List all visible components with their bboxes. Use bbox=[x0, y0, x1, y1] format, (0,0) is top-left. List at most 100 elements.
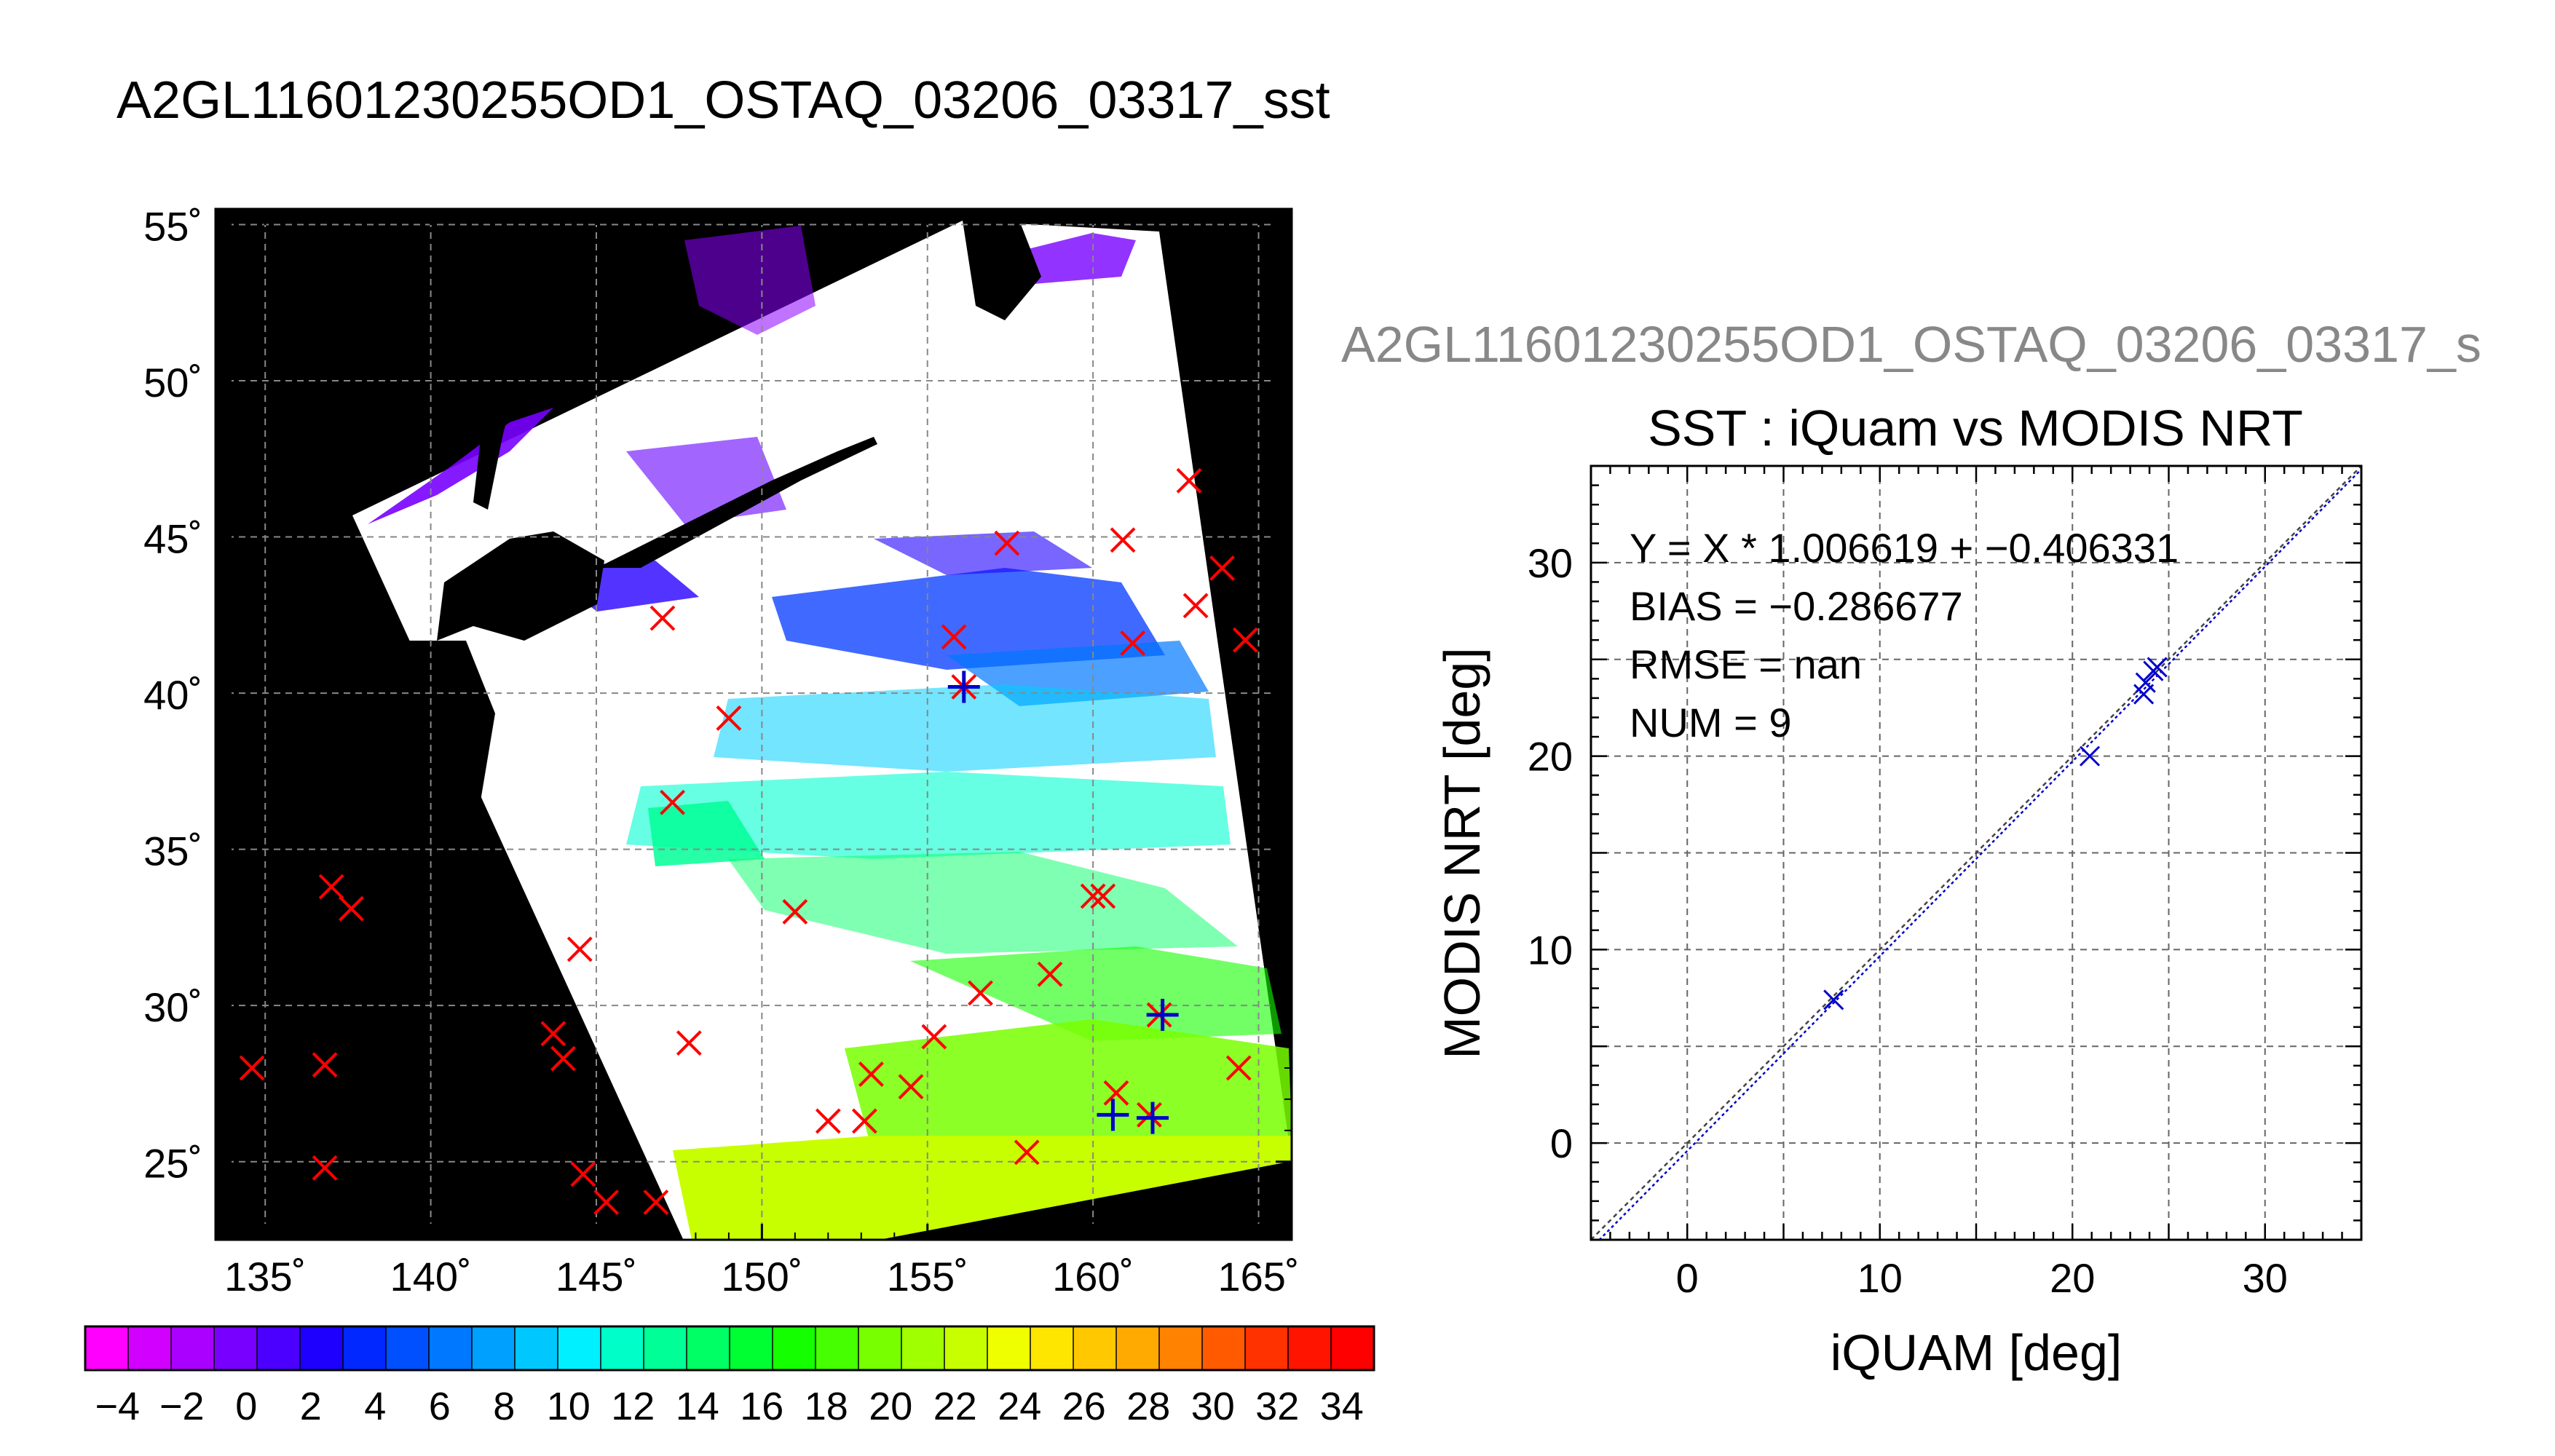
lon-label: 135˚ bbox=[224, 1254, 306, 1299]
colorbar-label: 32 bbox=[1255, 1385, 1299, 1428]
land-honshu bbox=[320, 641, 495, 961]
x-tick-label: 0 bbox=[1676, 1255, 1699, 1301]
insitu-marker bbox=[1120, 630, 1146, 656]
colorbar-labels: −4 −2 0 2 4 6 8 10 12 14 16 18 20 22 24 26 28 30 32 34 bbox=[95, 1385, 1363, 1428]
insitu-marker bbox=[660, 789, 685, 815]
x-tick-label: 20 bbox=[2050, 1255, 2095, 1301]
colorbar-bin bbox=[901, 1326, 945, 1370]
colorbar-label: 30 bbox=[1191, 1385, 1235, 1428]
insitu-marker bbox=[921, 1024, 947, 1050]
insitu-marker bbox=[550, 1045, 576, 1072]
insitu-marker bbox=[570, 1161, 596, 1187]
insitu-marker bbox=[312, 1155, 338, 1181]
fit-stat: Y = X * 1.006619 + −0.406331 bbox=[1630, 525, 2179, 571]
scatter-ticks bbox=[1590, 464, 2363, 1241]
insitu-marker bbox=[540, 1021, 566, 1047]
land-kamchatka bbox=[963, 221, 1041, 320]
scatter-gridlines bbox=[1591, 466, 2361, 1240]
insitu-marker bbox=[593, 1190, 620, 1215]
lat-label: 50˚ bbox=[143, 360, 202, 405]
lat-label: 30˚ bbox=[143, 984, 202, 1030]
colorbar-bin bbox=[1202, 1326, 1246, 1370]
latitude-labels: 55˚ 50˚ 45˚ 40˚ 35˚ 30˚ 25˚ bbox=[143, 203, 202, 1186]
land-hokkaido bbox=[437, 531, 604, 641]
fit-stat: BIAS = −0.286677 bbox=[1630, 583, 1963, 629]
y-tick-labels: 0 10 20 30 bbox=[1528, 540, 1573, 1166]
colorbar-bin bbox=[944, 1326, 988, 1370]
insitu-marker bbox=[239, 1055, 265, 1081]
colorbar-bin bbox=[1073, 1326, 1117, 1370]
y-axis-label: MODIS NRT [deg] bbox=[1434, 647, 1490, 1059]
sst-map: 55˚ 50˚ 45˚ 40˚ 35˚ 30˚ 25˚ 135˚ 140˚ 145˚ 150˚ 15… bbox=[143, 203, 1300, 1299]
scatter-point bbox=[2147, 657, 2168, 678]
lat-label: 40˚ bbox=[143, 672, 202, 718]
insitu-marker bbox=[339, 895, 364, 922]
colorbar-label: 28 bbox=[1126, 1385, 1170, 1428]
insitu-marker bbox=[1014, 1139, 1040, 1166]
colorbar-bin bbox=[1288, 1326, 1332, 1370]
colorbar-label: 14 bbox=[676, 1385, 719, 1428]
lat-label: 55˚ bbox=[143, 203, 202, 249]
colorbar-label: 18 bbox=[805, 1385, 848, 1428]
colorbar-bin bbox=[858, 1326, 902, 1370]
x-tick-label: 10 bbox=[1857, 1255, 1903, 1301]
insitu-marker bbox=[566, 936, 593, 962]
colorbar-bin bbox=[171, 1326, 215, 1370]
map-ticks bbox=[216, 209, 1292, 1240]
one-to-one-line bbox=[1591, 466, 2361, 1240]
insitu-marker bbox=[782, 899, 808, 925]
insitu-marker bbox=[318, 874, 344, 900]
colorbar-bin bbox=[128, 1326, 172, 1370]
insitu-marker bbox=[649, 605, 676, 631]
colorbar-bin bbox=[472, 1326, 516, 1370]
scatter-plot: A2GL11601230255OD1_OSTAQ_03206_03317_s S… bbox=[1341, 316, 2481, 1381]
colorbar-label: 22 bbox=[933, 1385, 977, 1428]
matchup-marker bbox=[1146, 999, 1179, 1032]
sst-retrievals bbox=[368, 226, 1292, 1240]
fit-stat: RMSE = nan bbox=[1630, 641, 1862, 687]
insitu-marker bbox=[643, 1190, 669, 1215]
colorbar-label: −2 bbox=[159, 1385, 205, 1428]
scatter-lines bbox=[1591, 466, 2361, 1240]
insitu-marker bbox=[1080, 883, 1106, 909]
colorbar-bin bbox=[1030, 1326, 1074, 1370]
colorbar-frame bbox=[84, 1325, 1375, 1372]
fit-stat: NUM = 9 bbox=[1630, 700, 1792, 745]
colorbar-bin bbox=[1116, 1326, 1160, 1370]
colorbar-label: 6 bbox=[429, 1385, 451, 1428]
colorbar-bin bbox=[300, 1326, 344, 1370]
lon-label: 140˚ bbox=[390, 1254, 472, 1299]
insitu-marker bbox=[1037, 961, 1063, 987]
matchup-marker bbox=[1097, 1099, 1129, 1131]
x-tick-label: 30 bbox=[2243, 1255, 2288, 1301]
colorbar-label: −4 bbox=[95, 1385, 140, 1428]
colorbar-bins bbox=[85, 1326, 1375, 1370]
scatter-subtitle: A2GL11601230255OD1_OSTAQ_03206_03317_s bbox=[1341, 316, 2481, 373]
y-tick-label: 30 bbox=[1528, 540, 1573, 586]
colorbar-bin bbox=[343, 1326, 387, 1370]
insitu-marker bbox=[1110, 527, 1136, 553]
scatter-point bbox=[2079, 745, 2101, 767]
colorbar-label: 2 bbox=[300, 1385, 322, 1428]
lat-label: 35˚ bbox=[143, 828, 202, 874]
colorbar-bin bbox=[85, 1326, 129, 1370]
colorbar-label: 26 bbox=[1062, 1385, 1106, 1428]
y-tick-label: 0 bbox=[1550, 1120, 1573, 1166]
insitu-marker bbox=[716, 705, 742, 731]
colorbar-label: 8 bbox=[493, 1385, 515, 1428]
insitu-marker bbox=[1090, 883, 1116, 909]
insitu-marker bbox=[312, 1052, 338, 1078]
colorbar-bin bbox=[773, 1326, 816, 1370]
fit-line bbox=[1598, 468, 2361, 1240]
main-title: A2GL11601230255OD1_OSTAQ_03206_03317_sst bbox=[117, 71, 1330, 130]
x-tick-labels: 0 10 20 30 bbox=[1676, 1255, 2288, 1301]
colorbar-bin bbox=[429, 1326, 473, 1370]
insitu-marker bbox=[898, 1074, 924, 1100]
colorbar-bin bbox=[987, 1326, 1031, 1370]
colorbar-bin bbox=[1159, 1326, 1203, 1370]
insitu-marker bbox=[858, 1061, 884, 1087]
lon-label: 150˚ bbox=[721, 1254, 802, 1299]
insitu-markers bbox=[239, 467, 1258, 1215]
colorbar-bin bbox=[601, 1326, 644, 1370]
